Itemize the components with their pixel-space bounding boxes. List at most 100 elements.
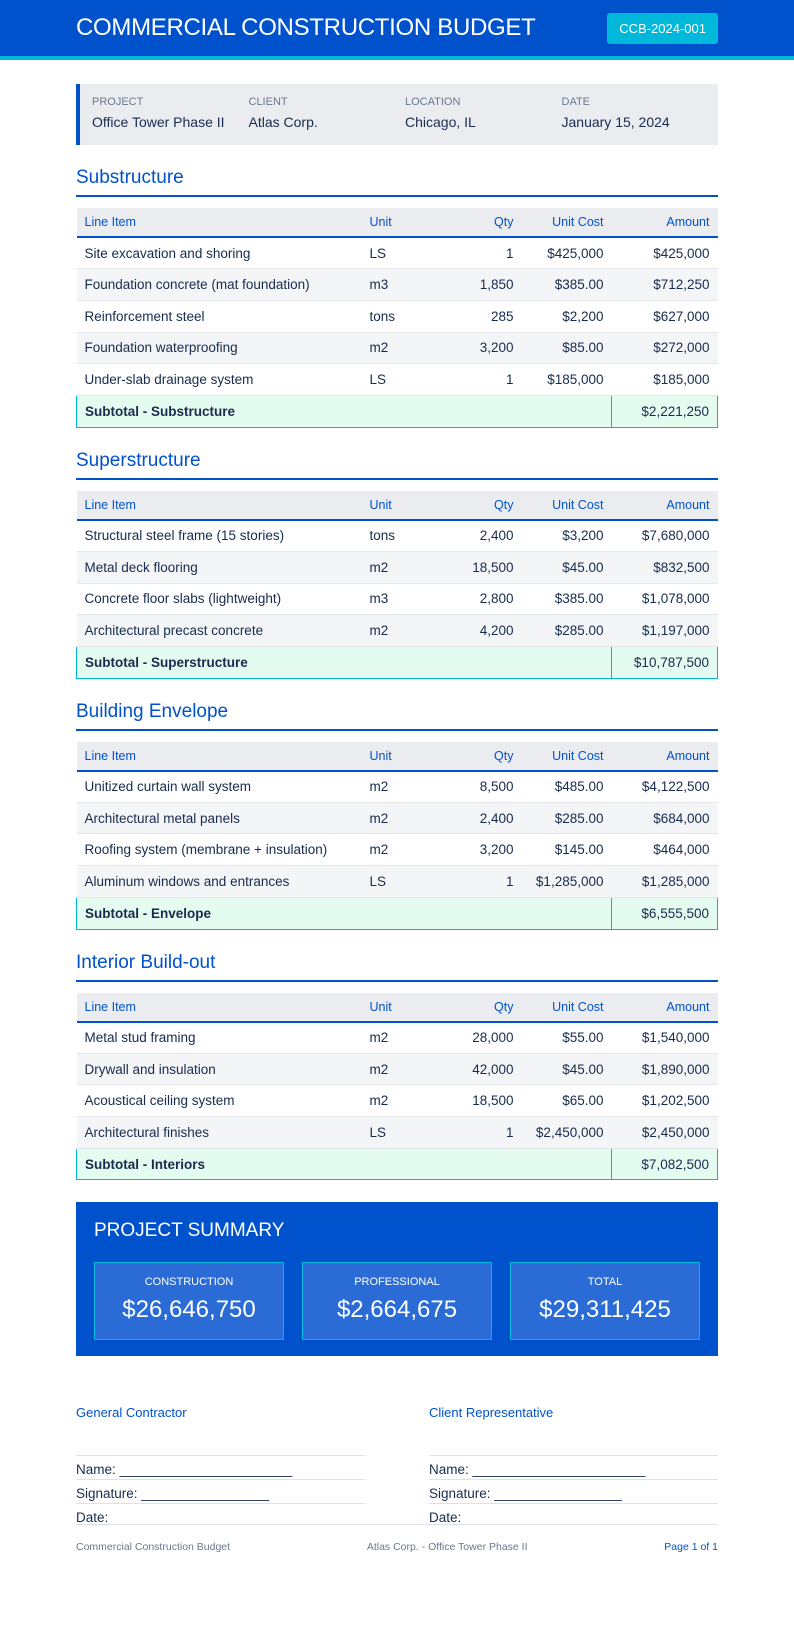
table-row: Architectural finishes LS 1 $2,450,000 $2,45… <box>76 1116 718 1149</box>
summary-title: PROJECT SUMMARY <box>94 1220 285 1242</box>
table-cell: $45.00 <box>521 1053 612 1086</box>
table-cell: Drywall and insulation <box>76 1053 362 1086</box>
signature-general-contractor: General Contractor Name: _______________… <box>76 1405 365 1527</box>
table-cell: tons <box>361 300 442 333</box>
subtotal-label: Subtotal - Interiors <box>76 1147 612 1181</box>
table-cell: LS <box>361 865 442 898</box>
table-cell: 4,200 <box>441 614 522 647</box>
line-items-table: Line Item Unit Qty Unit Cost Amount Metal stu… <box>76 992 718 1181</box>
table-cell: $3,200 <box>521 519 612 552</box>
info-value: Chicago, IL <box>405 114 476 130</box>
document-title: COMMERCIAL CONSTRUCTION BUDGET <box>76 14 536 41</box>
table-cell: $1,890,000 <box>611 1053 718 1086</box>
table-cell: 2,800 <box>441 583 522 616</box>
table-cell: $185,000 <box>521 363 612 396</box>
table-cell: $145.00 <box>521 833 612 867</box>
table-cell: $684,000 <box>611 802 718 835</box>
signature-date-line: Date: _______________________ <box>429 1503 718 1527</box>
info-location: LOCATION Chicago, IL <box>405 96 562 145</box>
table-row: Drywall and insulation m2 42,000 $45.00 $1,8… <box>76 1053 718 1086</box>
section-title: Building Envelope <box>76 701 718 731</box>
column-header: Unit Cost <box>521 992 612 1023</box>
table-cell: $385.00 <box>521 583 612 616</box>
table-cell: $425,000 <box>611 237 718 270</box>
card-label: TOTAL <box>587 1276 623 1289</box>
table-cell: m2 <box>361 332 442 365</box>
table-cell: 2,400 <box>441 519 522 552</box>
column-header: Unit <box>361 741 442 772</box>
info-client: CLIENT Atlas Corp. <box>249 96 406 145</box>
table-cell: 1 <box>441 237 522 270</box>
table-cell: 2,400 <box>441 802 522 835</box>
signature-signature-line: Signature: _________________ <box>76 1479 365 1503</box>
table-cell: LS <box>361 1116 442 1149</box>
table-cell: 3,200 <box>441 332 522 365</box>
subtotal-row: Subtotal - Envelope $6,555,500 <box>76 896 718 930</box>
table-cell: 42,000 <box>441 1053 522 1086</box>
table-cell: $285.00 <box>521 614 612 647</box>
table-header-row: Line Item Unit Qty Unit Cost Amount <box>76 208 718 238</box>
footer-page-number: Page 1 of 1 <box>664 1541 718 1553</box>
signature-title: Client Representative <box>429 1405 554 1421</box>
table-cell: m2 <box>361 1053 442 1086</box>
card-value: $29,311,425 <box>539 1296 671 1324</box>
info-project: PROJECT Office Tower Phase II <box>92 96 249 145</box>
table-cell: $464,000 <box>611 833 718 867</box>
column-header: Unit <box>361 490 442 521</box>
table-cell: 28,000 <box>441 1021 522 1054</box>
info-value: Office Tower Phase II <box>92 114 225 130</box>
table-header-row: Line Item Unit Qty Unit Cost Amount <box>76 741 718 772</box>
table-cell: Reinforcement steel <box>76 300 362 333</box>
column-header: Line Item <box>76 741 362 772</box>
table-header-row: Line Item Unit Qty Unit Cost Amount <box>76 490 718 521</box>
table-row: Foundation concrete (mat foundation) m3 1,… <box>76 268 718 301</box>
info-label: PROJECT <box>92 96 144 108</box>
table-cell: 1,850 <box>441 268 522 301</box>
column-header: Line Item <box>76 208 362 238</box>
info-value: Atlas Corp. <box>248 114 318 130</box>
table-cell: 8,500 <box>441 770 522 803</box>
page-header: COMMERCIAL CONSTRUCTION BUDGET CCB-2024-… <box>0 0 794 60</box>
table-header-row: Line Item Unit Qty Unit Cost Amount <box>76 992 718 1023</box>
subtotal-label: Subtotal - Superstructure <box>76 645 612 679</box>
table-cell: 1 <box>441 363 522 396</box>
subtotal-amount: $6,555,500 <box>611 896 718 930</box>
table-cell: Under-slab drainage system <box>76 363 362 396</box>
line-items-table: Line Item Unit Qty Unit Cost Amount Site exca… <box>76 208 718 428</box>
table-cell: $185,000 <box>611 363 718 396</box>
signature-name-line: Name: _______________________ <box>76 1455 365 1479</box>
column-header: Amount <box>611 992 718 1023</box>
card-label: PROFESSIONAL <box>354 1276 440 1289</box>
column-header: Qty <box>441 208 522 238</box>
table-cell: 18,500 <box>441 1084 522 1118</box>
table-cell: Concrete floor slabs (lightweight) <box>76 583 362 616</box>
table-row: Reinforcement steel tons 285 $2,200 $627,000 <box>76 300 718 333</box>
project-summary: PROJECT SUMMARY CONSTRUCTION $26,646,750 … <box>76 1202 718 1357</box>
table-cell: 1 <box>441 1116 522 1149</box>
table-cell: 3,200 <box>441 833 522 867</box>
table-cell: m3 <box>361 583 442 616</box>
table-row: Metal deck flooring m2 18,500 $45.00 $832,50… <box>76 551 718 584</box>
table-cell: Metal stud framing <box>76 1021 362 1054</box>
subtotal-amount: $2,221,250 <box>611 394 718 428</box>
card-label: CONSTRUCTION <box>144 1276 234 1289</box>
column-header: Unit <box>361 208 442 238</box>
table-cell: m2 <box>361 770 442 803</box>
table-row: Roofing system (membrane + insulation) m2… <box>76 833 718 867</box>
table-cell: Metal deck flooring <box>76 551 362 584</box>
table-cell: Architectural metal panels <box>76 802 362 835</box>
table-cell: $1,285,000 <box>521 865 612 898</box>
column-header: Unit <box>361 992 442 1023</box>
column-header: Line Item <box>76 992 362 1023</box>
page-footer: Commercial Construction Budget Atlas Cor… <box>76 1524 718 1553</box>
info-label: LOCATION <box>405 96 461 108</box>
subtotal-row: Subtotal - Interiors $7,082,500 <box>76 1147 718 1181</box>
table-cell: Foundation waterproofing <box>76 332 362 365</box>
table-cell: Aluminum windows and entrances <box>76 865 362 898</box>
column-header: Unit Cost <box>521 741 612 772</box>
signature-section: General Contractor Name: _______________… <box>76 1405 718 1527</box>
signature-signature-line: Signature: _________________ <box>429 1479 718 1503</box>
column-header: Amount <box>611 741 718 772</box>
table-cell: $285.00 <box>521 802 612 835</box>
table-cell: m2 <box>361 1021 442 1054</box>
